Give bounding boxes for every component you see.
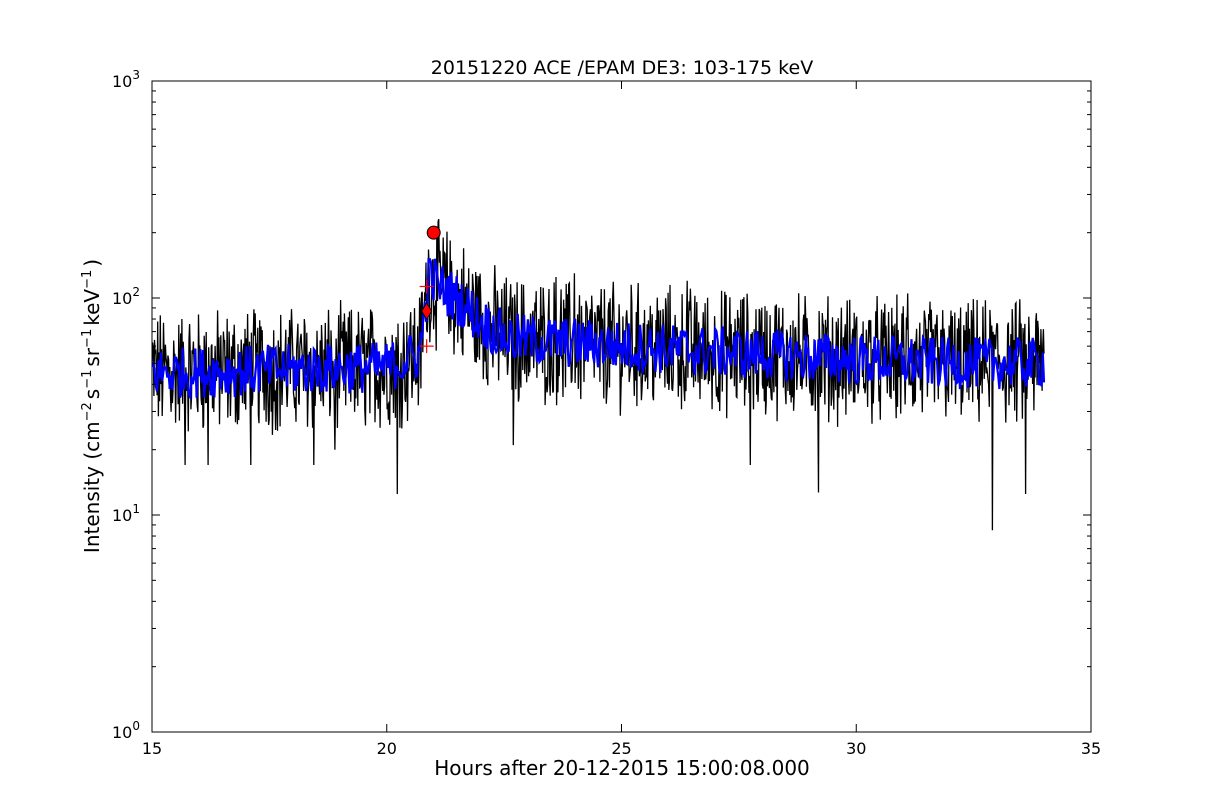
y-label-exp-sr: −1 <box>80 329 95 348</box>
chart-title: 20151220 ACE /EPAM DE3: 103-175 keV <box>431 57 813 79</box>
y-tick-label: 103 <box>112 68 140 91</box>
plus-marker <box>419 339 434 354</box>
y-label-exp-kev: −1 <box>80 270 95 289</box>
y-tick-label: 102 <box>112 285 140 308</box>
onset-marker <box>421 302 433 320</box>
y-label-sr: sr <box>80 347 104 366</box>
y-axis-label: Intensity (cm−2s−1sr−1keV−1) <box>80 259 104 553</box>
y-label-s: s <box>80 389 104 399</box>
peak-marker <box>426 225 441 240</box>
y-label-suffix: ) <box>80 259 104 267</box>
series-line-raw <box>152 218 1045 531</box>
y-tick-label: 100 <box>112 719 140 742</box>
y-label-exp-s: −1 <box>80 370 95 389</box>
series-line-smoothed <box>152 258 1046 402</box>
x-tick-label: 35 <box>1081 739 1101 758</box>
x-tick-label: 15 <box>142 739 162 758</box>
x-axis-label: Hours after 20-12-2015 15:00:08.000 <box>434 756 810 780</box>
y-label-kev: keV <box>80 289 104 326</box>
x-tick-label: 25 <box>611 739 631 758</box>
x-tick-label: 30 <box>846 739 866 758</box>
y-tick-label: 101 <box>112 502 140 525</box>
x-tick-label: 20 <box>377 739 397 758</box>
plot-frame <box>151 80 1092 733</box>
plus-marker <box>419 279 434 294</box>
y-label-prefix: Intensity (cm <box>80 421 104 553</box>
y-label-exp-cm: −2 <box>80 402 95 421</box>
